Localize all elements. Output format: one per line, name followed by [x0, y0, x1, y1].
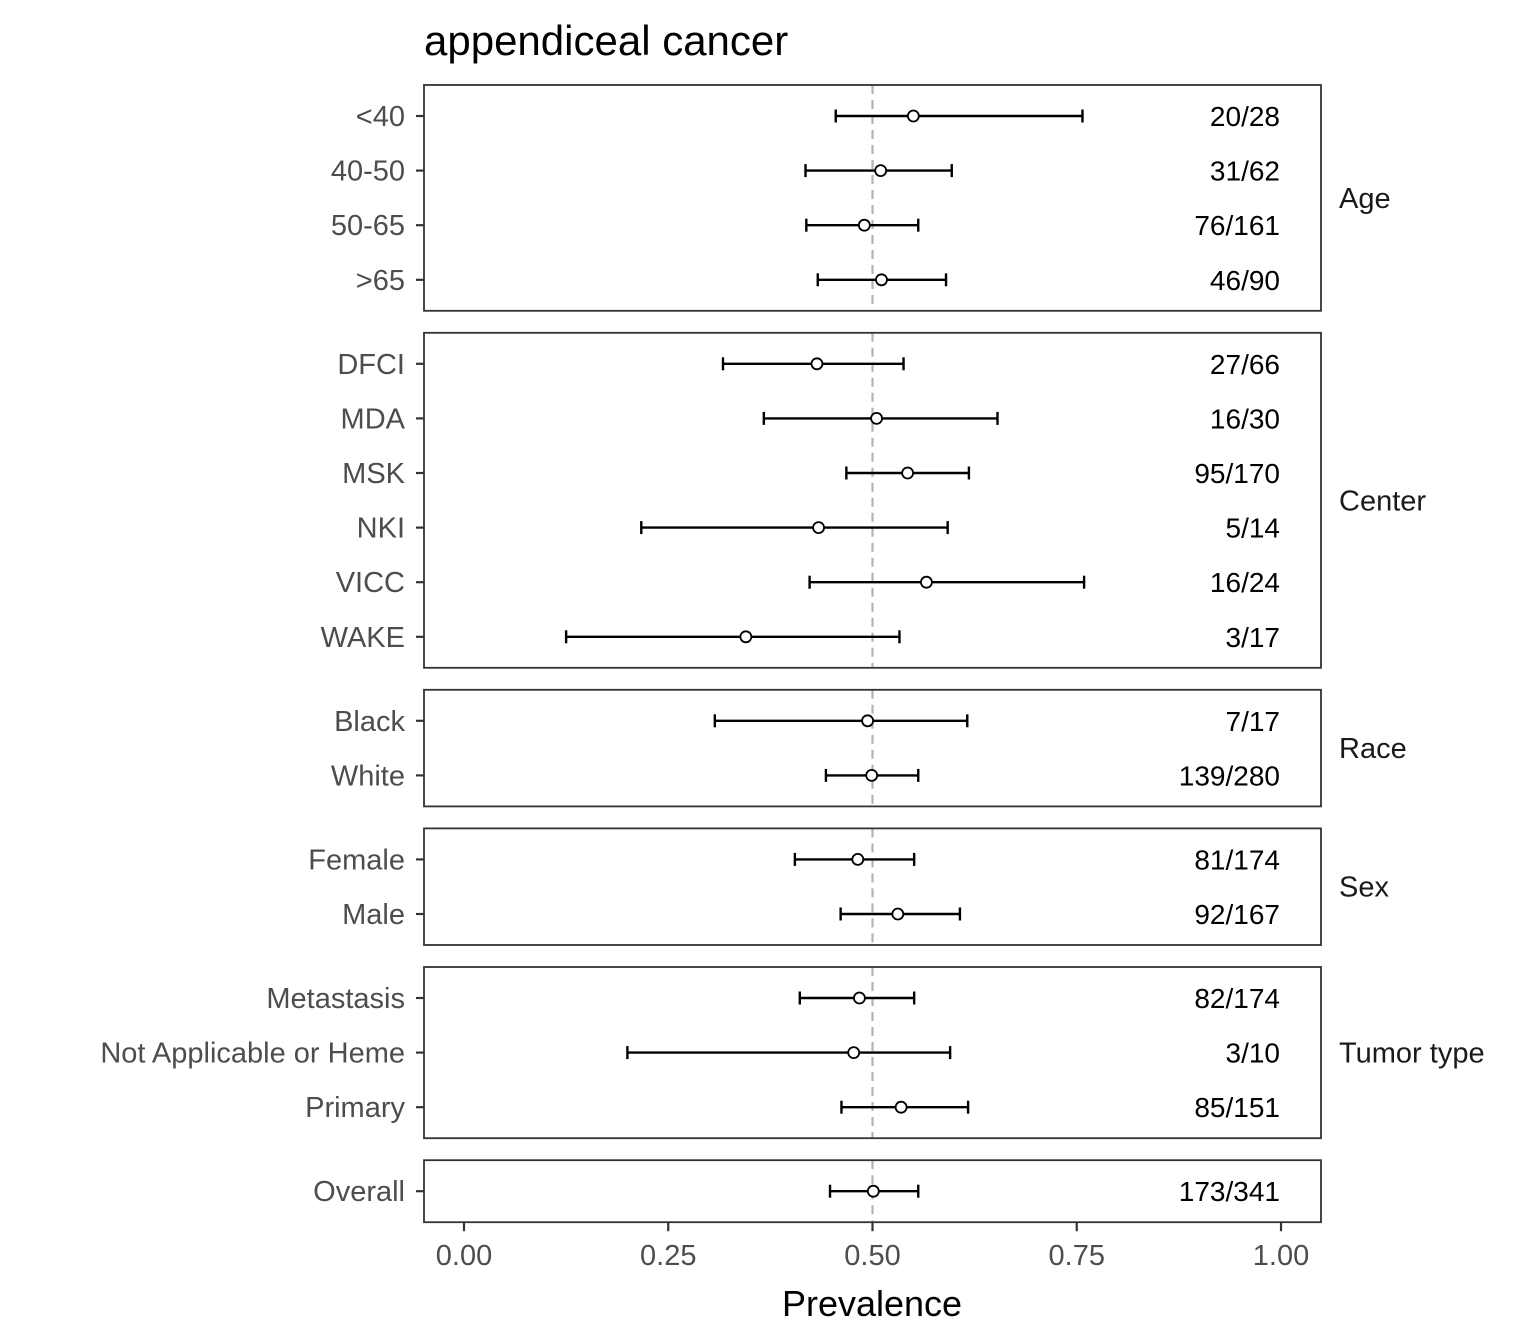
count-label: 20/28 [1210, 101, 1280, 132]
y-tick-label: Black [334, 706, 405, 738]
y-tick-label: White [331, 760, 405, 792]
point-estimate [866, 1184, 880, 1198]
point-estimate [874, 164, 888, 178]
count-label: 76/161 [1194, 210, 1280, 241]
point-estimate [901, 466, 915, 480]
point-estimate [851, 853, 865, 866]
facet-strip-label: Center [1339, 485, 1426, 517]
count-label: 27/66 [1210, 349, 1280, 380]
x-tick-label: 0.50 [844, 1240, 900, 1272]
panel-tumor-type: Metastasis 82/174 Not Applicable or Heme 3/… [100, 966, 1485, 1140]
count-label: 3/17 [1226, 622, 1281, 653]
count-label: 81/174 [1194, 844, 1280, 875]
x-tick-label: 1.00 [1253, 1240, 1309, 1272]
count-label: 3/10 [1226, 1038, 1281, 1069]
point-estimate [891, 907, 905, 921]
panel-age: <40 20/28 40-50 31/62 50-65 76/161 >65 46/90 Age [331, 84, 1391, 312]
point-estimate [870, 411, 883, 425]
count-label: 92/167 [1194, 899, 1280, 930]
y-tick-label: Female [308, 844, 405, 876]
x-axis-title: Prevalence [782, 1283, 962, 1324]
facet-strip-label: Tumor type [1339, 1038, 1485, 1070]
chart-title: appendiceal cancer [424, 17, 788, 64]
y-tick-label: <40 [356, 101, 405, 133]
count-label: 95/170 [1194, 458, 1280, 489]
count-label: 5/14 [1226, 513, 1281, 544]
count-label: 173/341 [1179, 1176, 1280, 1207]
point-estimate [861, 714, 874, 728]
x-axis: 0.00 0.25 0.50 0.75 1.00 [436, 1222, 1309, 1272]
point-estimate [739, 630, 753, 644]
y-tick-label: >65 [356, 265, 405, 297]
count-label: 139/280 [1179, 760, 1280, 791]
y-tick-label: NKI [357, 513, 405, 545]
panel-border [423, 966, 1322, 1140]
y-tick-label: MDA [341, 403, 406, 435]
panel-border [423, 688, 1322, 808]
point-estimate [894, 1100, 908, 1114]
count-label: 7/17 [1226, 706, 1281, 737]
facet-strip-label: Age [1339, 183, 1391, 215]
count-label: 82/174 [1194, 983, 1280, 1014]
point-estimate [865, 769, 879, 782]
y-tick-label: Metastasis [266, 983, 405, 1015]
panel-border [423, 827, 1322, 946]
panel-border [423, 84, 1322, 312]
y-tick-label: MSK [342, 458, 406, 490]
panel-sex: Female 81/174 Male 92/167 Sex [308, 827, 1389, 946]
y-tick-label: 40-50 [331, 156, 405, 188]
count-label: 16/30 [1210, 403, 1280, 434]
y-tick-label: 50-65 [331, 210, 405, 242]
x-tick-label: 0.00 [436, 1240, 492, 1272]
point-estimate [812, 521, 825, 534]
panel-border [423, 331, 1322, 669]
count-label: 85/151 [1194, 1092, 1280, 1123]
point-estimate [920, 575, 933, 589]
count-label: 31/62 [1210, 156, 1280, 187]
facet-strip-label: Race [1339, 733, 1407, 765]
count-label: 16/24 [1210, 567, 1280, 598]
count-label: 46/90 [1210, 265, 1280, 296]
x-tick-label: 0.25 [640, 1240, 696, 1272]
point-estimate [906, 109, 920, 123]
point-estimate [847, 1046, 861, 1059]
point-estimate [853, 991, 866, 1005]
panel-center: DFCI 27/66 MDA 16/30 MSK 95/170 NKI 5/14 VICC 16/… [321, 331, 1426, 669]
y-tick-label: Not Applicable or Heme [100, 1038, 405, 1070]
point-estimate [810, 357, 824, 371]
point-estimate [875, 273, 888, 287]
y-tick-label: DFCI [337, 349, 405, 381]
panels: <40 20/28 40-50 31/62 50-65 76/161 >65 46/90 Age… [100, 84, 1485, 1224]
facet-strip-label: Sex [1339, 872, 1389, 904]
point-estimate [857, 218, 871, 232]
y-tick-label: WAKE [321, 622, 405, 654]
panel-overall: Overall 173/341 [313, 1159, 1322, 1224]
y-tick-label: VICC [336, 567, 405, 599]
y-tick-label: Overall [313, 1176, 405, 1208]
y-tick-label: Primary [305, 1092, 405, 1124]
x-tick-label: 0.75 [1049, 1240, 1105, 1272]
panel-race: Black 7/17 White 139/280 Race [331, 688, 1407, 808]
y-tick-label: Male [342, 899, 405, 931]
